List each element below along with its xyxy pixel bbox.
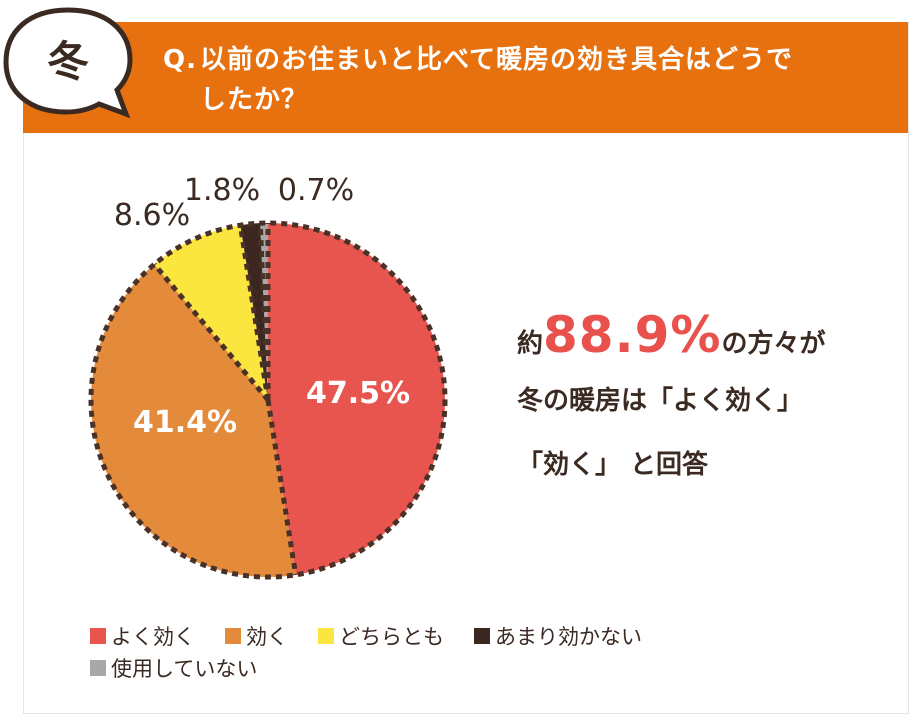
pie-slice-3 xyxy=(154,225,268,400)
pie-slice-2 xyxy=(90,264,296,578)
legend-swatch xyxy=(90,660,106,676)
question-prefix: Q. xyxy=(163,45,197,75)
pie-label-4: 1.8% xyxy=(184,173,260,208)
legend-item: よく効く xyxy=(90,621,195,651)
question-line-2: したか？ xyxy=(200,85,309,115)
question-line-1: 以前のお住まいと比べて暖房の効き具合はどうで xyxy=(200,45,793,75)
callout-post: の方々が xyxy=(721,329,826,359)
legend-label: どちらとも xyxy=(339,625,444,649)
summary-callout: 約88.9%の方々が 冬の暖房は「よく効く」 「効く」 と回答 xyxy=(517,310,897,497)
pie-slice-1 xyxy=(268,223,446,575)
legend-label: 使用していない xyxy=(111,657,258,681)
pie-label-5: 0.7% xyxy=(278,173,354,208)
legend-item: 効く xyxy=(225,621,288,651)
question-text: Q. 以前のお住まいと比べて暖房の効き具合はどうで したか？ xyxy=(163,40,883,115)
legend-item: 使用していない xyxy=(90,653,257,683)
callout-pre: 約 xyxy=(517,329,544,359)
legend-item: あまり効かない xyxy=(474,621,642,651)
pie-separator-2 xyxy=(265,399,299,576)
pie-label-3: 8.6% xyxy=(114,198,190,233)
season-speech-bubble: 冬 xyxy=(0,0,140,130)
pie-dashed-border xyxy=(88,220,448,580)
legend-row-1: よく効く 効く どちらとも あまり効かない xyxy=(90,620,730,652)
legend-label: よく効く xyxy=(111,625,195,649)
legend-swatch xyxy=(225,628,241,644)
callout-line-2: 冬の暖房は「よく効く」 xyxy=(517,386,804,416)
pie-separator-3 xyxy=(152,262,270,402)
season-label: 冬 xyxy=(46,37,89,86)
legend-row-2: 使用していない xyxy=(90,652,730,684)
pie-separator-4 xyxy=(237,224,271,401)
pie-label-1: 47.5% xyxy=(306,376,410,411)
question-header xyxy=(23,22,908,133)
legend-label: あまり効かない xyxy=(495,625,642,649)
speech-bubble-icon xyxy=(3,7,133,119)
legend-swatch xyxy=(474,628,490,644)
legend-swatch xyxy=(90,628,106,644)
pie-label-2: 41.4% xyxy=(133,405,237,440)
chart-legend: よく効く 効く どちらとも あまり効かない使用していない xyxy=(90,620,730,684)
pie-separator-5 xyxy=(257,223,271,401)
legend-swatch xyxy=(318,628,334,644)
legend-label: 効く xyxy=(246,625,288,649)
callout-value: 88.9% xyxy=(543,306,722,364)
legend-item: どちらとも xyxy=(318,621,444,651)
callout-line-3: 「効く」 と回答 xyxy=(517,450,709,480)
